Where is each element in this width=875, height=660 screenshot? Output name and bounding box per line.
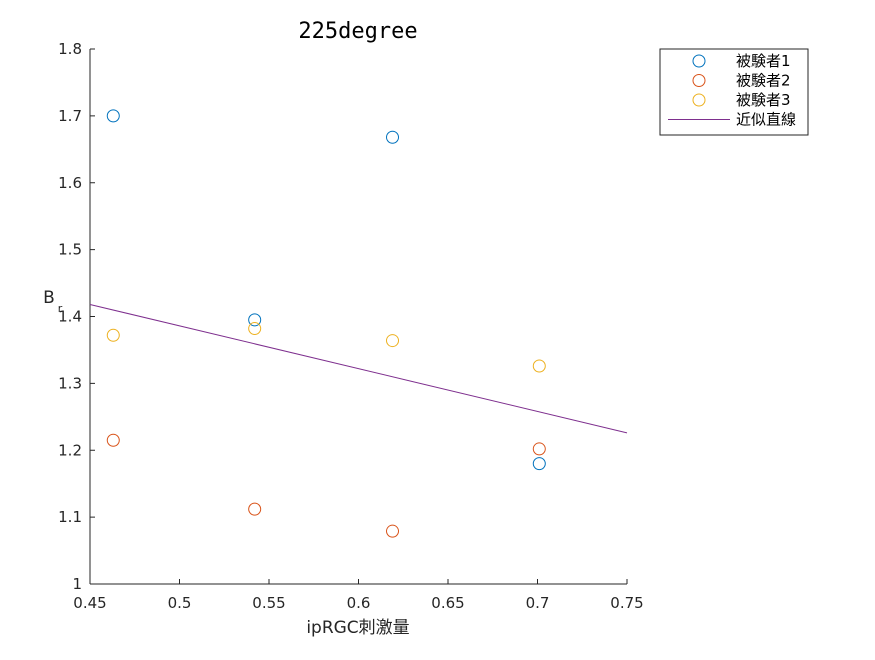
legend-label: 近似直線 xyxy=(736,111,796,129)
legend-box xyxy=(659,48,809,136)
data-point-series-1 xyxy=(106,109,120,123)
data-point-series-1 xyxy=(386,130,400,144)
x-tick-label: 0.55 xyxy=(252,594,285,612)
y-tick-label: 1 xyxy=(72,575,82,593)
chart-title: 225degree xyxy=(298,19,417,44)
y-axis-title-subscript: r xyxy=(58,302,63,315)
x-tick-label: 0.75 xyxy=(610,594,643,612)
axes xyxy=(89,49,627,585)
x-tick-label: 0.65 xyxy=(431,594,464,612)
y-tick-label: 1.5 xyxy=(58,241,82,259)
y-tick-label: 1.6 xyxy=(58,174,82,192)
data-point-series-3 xyxy=(248,322,262,336)
x-tick-label: 0.7 xyxy=(526,594,550,612)
x-tick-label: 0.45 xyxy=(73,594,106,612)
data-point-series-1 xyxy=(532,457,546,471)
y-axis-title: B xyxy=(43,288,55,308)
ticks: 0.45 0.5 0.55 0.6 0.65 0.7 0.75 1 1.1 1.2 1.3 1.4 1.… xyxy=(58,40,644,612)
x-tick-label: 0.5 xyxy=(168,594,192,612)
data-point-series-2 xyxy=(248,502,262,516)
legend-marker-swatch xyxy=(692,74,706,87)
fit-line-layer xyxy=(89,303,628,434)
legend-marker-swatch xyxy=(692,54,706,68)
legend-label: 被験者2 xyxy=(736,72,791,90)
data-point-series-3 xyxy=(386,334,400,348)
data-points xyxy=(106,109,546,538)
x-axis-title: ipRGC刺激量 xyxy=(306,618,409,638)
data-point-series-1 xyxy=(248,313,262,327)
fit-line xyxy=(89,303,628,434)
y-tick-label: 1.8 xyxy=(58,40,82,58)
data-point-series-2 xyxy=(532,442,546,456)
legend-label: 被験者3 xyxy=(736,91,791,109)
y-tick-label: 1.7 xyxy=(58,107,82,125)
x-tick-label: 0.6 xyxy=(347,594,371,612)
data-point-series-2 xyxy=(386,524,400,538)
data-point-series-3 xyxy=(106,328,120,342)
y-tick-label: 1.4 xyxy=(58,308,82,326)
legend-label: 被験者1 xyxy=(736,52,791,70)
y-tick-label: 1.1 xyxy=(58,508,82,526)
data-point-series-2 xyxy=(106,433,120,447)
y-tick-label: 1.2 xyxy=(58,441,82,459)
data-point-series-3 xyxy=(532,359,546,373)
legend-marker-swatch xyxy=(692,93,706,107)
y-tick-label: 1.3 xyxy=(58,374,82,392)
